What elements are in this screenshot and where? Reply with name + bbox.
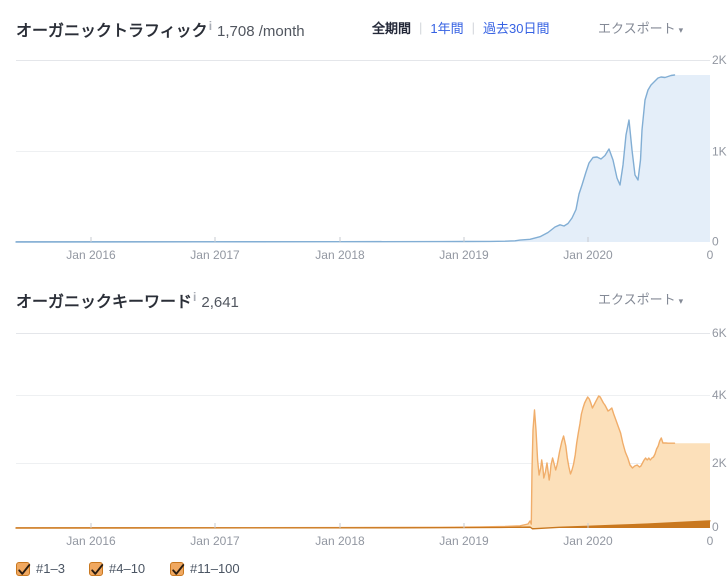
svg-text:6K: 6K: [712, 326, 727, 340]
svg-text:Jan 2018: Jan 2018: [315, 534, 365, 548]
svg-text:Jan 2020: Jan 2020: [563, 534, 613, 548]
svg-text:0: 0: [712, 520, 719, 534]
svg-text:4K: 4K: [712, 388, 727, 402]
svg-text:Jan 2019: Jan 2019: [439, 534, 489, 548]
svg-text:2K: 2K: [712, 456, 727, 470]
svg-text:Jan 2016: Jan 2016: [66, 534, 116, 548]
svg-text:0: 0: [707, 534, 714, 548]
svg-text:Jan 2017: Jan 2017: [190, 534, 240, 548]
